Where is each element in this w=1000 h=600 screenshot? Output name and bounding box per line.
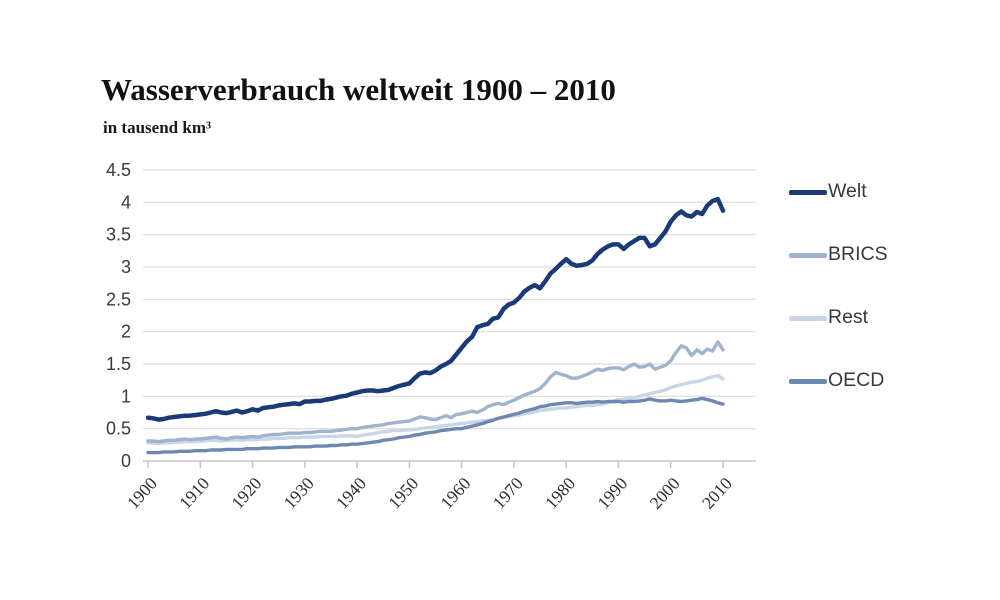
- y-tick-label: 0: [121, 451, 131, 471]
- legend-label: BRICS: [828, 243, 888, 266]
- series-lines: [145, 196, 726, 455]
- legend-item-oecd: OECD: [789, 369, 888, 393]
- y-tick-label: 1: [121, 386, 131, 406]
- y-tick-label: 4.5: [106, 160, 131, 180]
- series-line-oecd: [146, 396, 725, 455]
- x-tick-label: 2000: [645, 473, 683, 513]
- legend-label: OECD: [828, 369, 885, 392]
- x-tick-label: 1910: [175, 473, 213, 513]
- y-tick-label: 2: [121, 322, 131, 342]
- x-tick-label: 1970: [489, 473, 527, 513]
- x-tick-label: 1940: [332, 473, 370, 513]
- x-tick-label: 2010: [698, 473, 736, 513]
- chart-title: Wasserverbrauch weltweit 1900 – 2010: [101, 72, 616, 107]
- x-tick-label: 1900: [123, 473, 161, 513]
- y-tick-label: 4: [121, 192, 131, 212]
- x-tick-label: 1950: [384, 473, 422, 513]
- y-tick-label: 2.5: [106, 289, 131, 309]
- x-tick-label: 1930: [279, 473, 317, 513]
- x-tick-label: 1980: [541, 473, 579, 513]
- legend-swatch-icon: [789, 189, 827, 195]
- series-line-brics: [146, 340, 725, 444]
- legend-swatch-icon: [789, 315, 827, 321]
- y-axis-labels: 0 0.5 1 1.5 2 2.5 3 3.5 4 4.5: [106, 160, 131, 471]
- y-tick-label: 1.5: [106, 354, 131, 374]
- x-axis: 1900 1910 1920 1930 1940 1950 1960 1970 1980 1990…: [123, 461, 736, 513]
- legend: Welt BRICS Rest OECD: [789, 180, 888, 432]
- legend-item-brics: BRICS: [789, 243, 888, 267]
- series-line-welt: [145, 196, 726, 422]
- legend-item-rest: Rest: [789, 306, 888, 330]
- legend-label: Rest: [828, 306, 869, 329]
- x-tick-label: 1960: [436, 473, 474, 513]
- x-tick-label: 1990: [593, 473, 631, 513]
- gridlines: [143, 169, 756, 462]
- y-tick-label: 0.5: [106, 419, 131, 439]
- legend-item-welt: Welt: [789, 180, 888, 204]
- chart-subtitle: in tausend km³: [103, 118, 212, 137]
- series-line-rest: [146, 373, 725, 446]
- legend-swatch-icon: [789, 378, 827, 384]
- legend-label: Welt: [828, 180, 867, 203]
- y-tick-label: 3: [121, 257, 131, 277]
- y-tick-label: 3.5: [106, 225, 131, 245]
- legend-swatch-icon: [789, 252, 827, 258]
- x-tick-label: 1920: [227, 473, 265, 513]
